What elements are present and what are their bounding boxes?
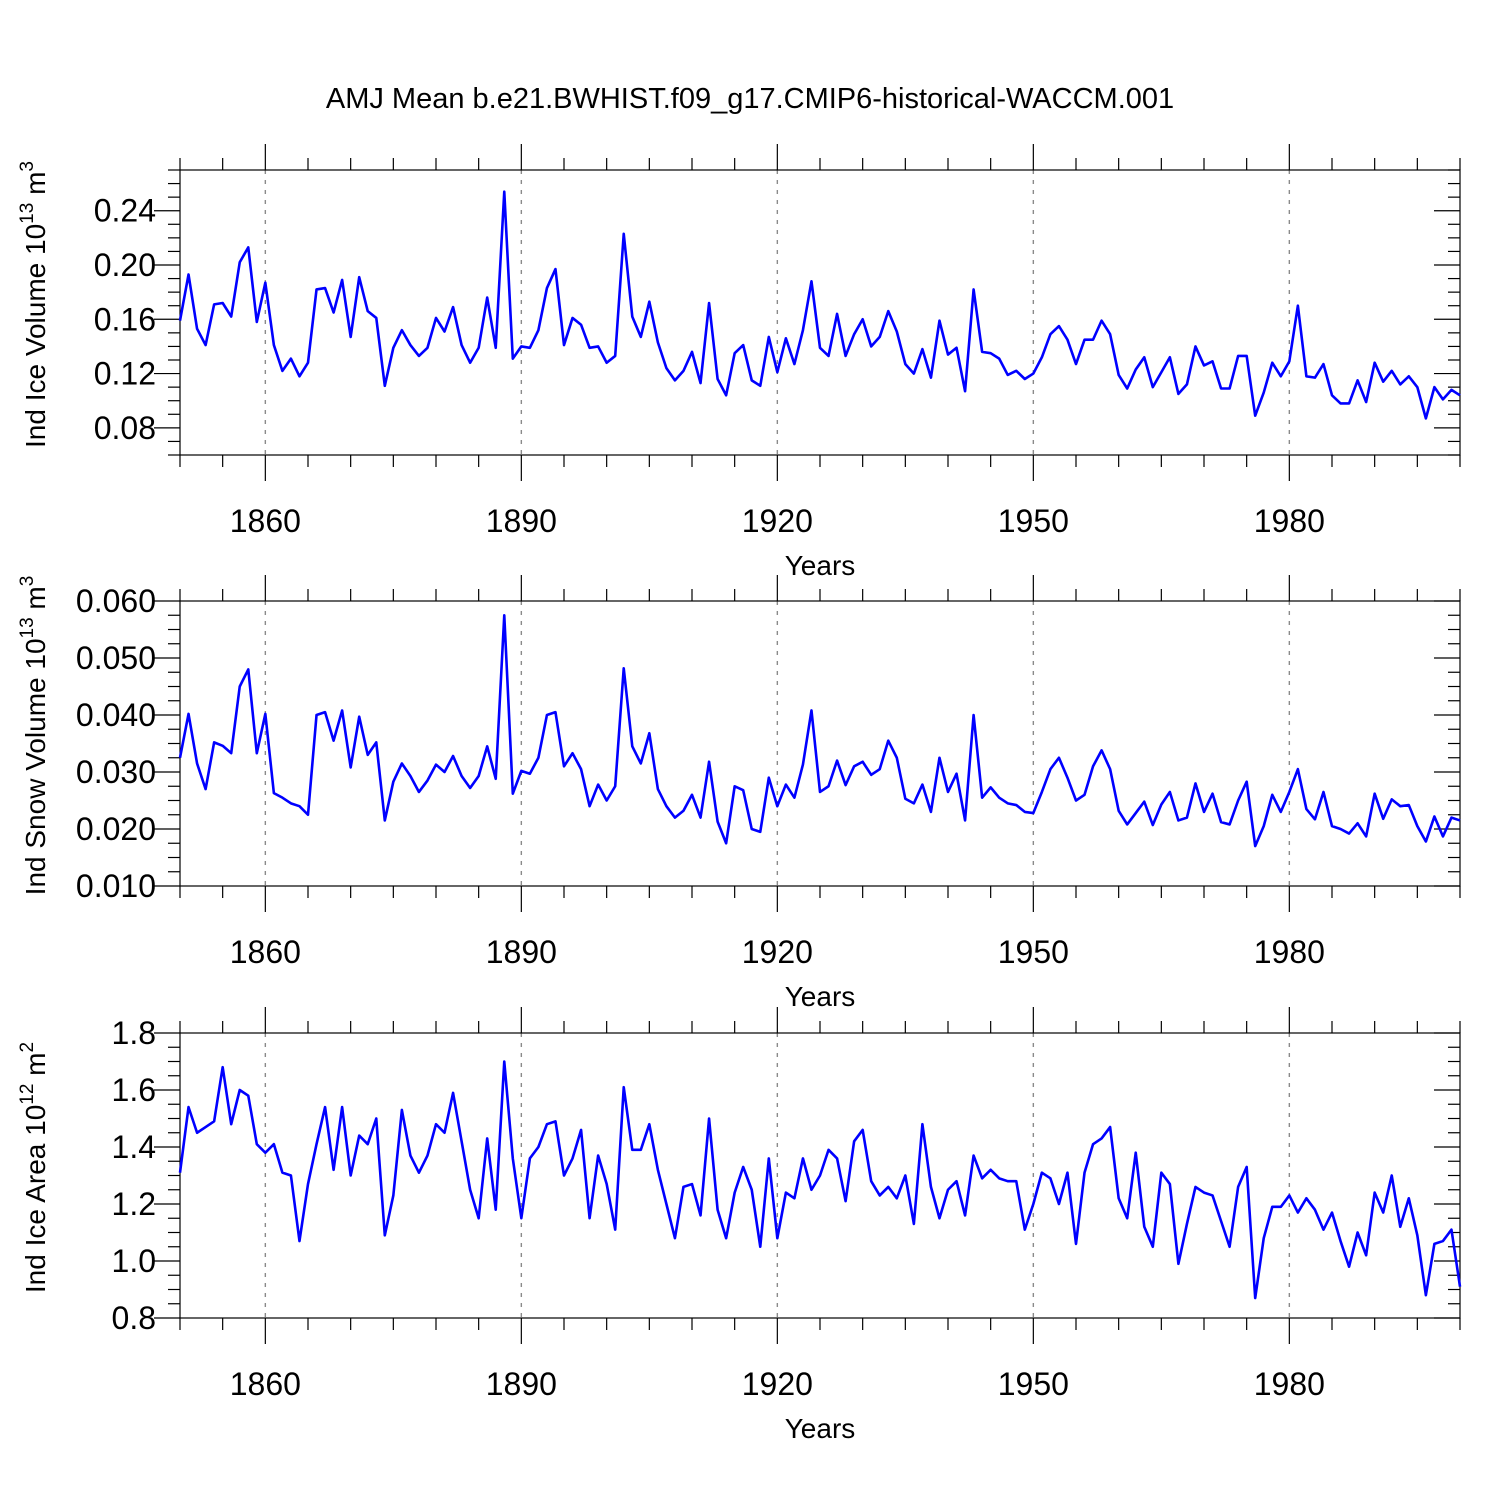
x-tick-label: 1980 xyxy=(1254,503,1325,539)
plot-frame xyxy=(179,169,1461,456)
x-tick-label: 1890 xyxy=(486,1366,557,1402)
x-tick-label: 1950 xyxy=(998,934,1069,970)
y-tick-label: 0.24 xyxy=(94,193,156,229)
ind-ice-area-series-line xyxy=(178,1060,1462,1300)
x-tick-label: 1920 xyxy=(742,1366,813,1402)
y-tick-label: 0.08 xyxy=(94,410,156,446)
y-tick-label: 0.060 xyxy=(76,583,156,619)
y-tick-label: 0.8 xyxy=(112,1300,156,1336)
figure-title: AMJ Mean b.e21.BWHIST.f09_g17.CMIP6-hist… xyxy=(326,83,1174,115)
x-tick-label: 1860 xyxy=(230,503,301,539)
plot-frame xyxy=(179,600,1461,887)
ind-snow-volume-panel: 1860 1890 1920 1950 1980 0.010 0.020 0.030 0.040… xyxy=(17,575,1461,1012)
x-tick-label: 1860 xyxy=(230,1366,301,1402)
x-tick-label: 1920 xyxy=(742,503,813,539)
y-tick-label: 1.0 xyxy=(112,1243,156,1279)
y-tick-label: 0.050 xyxy=(76,640,156,676)
y-tick-label: 1.8 xyxy=(112,1015,156,1051)
x-tick-label: 1890 xyxy=(486,503,557,539)
x-axis-label: Years xyxy=(785,981,856,1012)
ind-ice-area-panel: 1860 1890 1920 1950 1980 0.8 1.0 1.2 1.4 1.6 1.8 Ye… xyxy=(17,1007,1462,1444)
y-tick-label: 0.20 xyxy=(94,247,156,283)
y-axis-label: Ind Snow Volume 1013 m3 xyxy=(17,576,51,896)
x-tick-label: 1980 xyxy=(1254,934,1325,970)
y-axis-label: Ind Ice Area 1012 m2 xyxy=(17,1042,51,1293)
x-tick-label: 1890 xyxy=(486,934,557,970)
x-tick-label: 1920 xyxy=(742,934,813,970)
x-tick-label: 1860 xyxy=(230,934,301,970)
ind-ice-volume-series-line xyxy=(178,190,1461,420)
ind-ice-volume-panel: 1860 1890 1920 1950 1980 0.08 0.12 0.16 0.20 0.24… xyxy=(17,144,1461,581)
y-tick-label: 0.16 xyxy=(94,301,156,337)
x-tick-label: 1950 xyxy=(998,1366,1069,1402)
y-tick-label: 1.2 xyxy=(112,1186,156,1222)
x-tick-label: 1950 xyxy=(998,503,1069,539)
y-tick-label: 0.040 xyxy=(76,697,156,733)
y-tick-label: 1.6 xyxy=(112,1072,156,1108)
x-tick-label: 1980 xyxy=(1254,1366,1325,1402)
y-tick-label: 0.030 xyxy=(76,754,156,790)
y-axis-label: Ind Ice Volume 1013 m3 xyxy=(17,161,51,448)
y-tick-label: 0.010 xyxy=(76,868,156,904)
y-tick-label: 0.12 xyxy=(94,356,156,392)
y-tick-label: 0.020 xyxy=(76,811,156,847)
x-axis-label: Years xyxy=(785,550,856,581)
x-axis-label: Years xyxy=(785,1413,856,1444)
ind-snow-volume-series-line xyxy=(178,613,1461,848)
y-tick-label: 1.4 xyxy=(112,1129,156,1165)
